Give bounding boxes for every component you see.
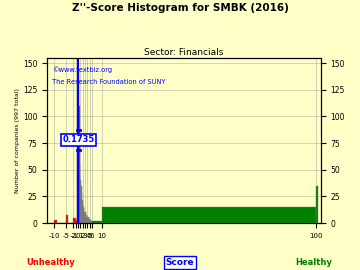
Bar	[91, 221, 92, 223]
Bar	[89, 219, 90, 223]
Text: Healthy: Healthy	[295, 258, 332, 267]
Bar	[54, 220, 57, 223]
Bar	[90, 220, 91, 223]
Bar	[86, 215, 87, 223]
Bar	[82, 200, 83, 223]
Bar	[66, 215, 68, 223]
Text: 0.1735: 0.1735	[62, 136, 95, 144]
Bar	[85, 212, 86, 223]
Bar	[92, 221, 102, 223]
Text: Score: Score	[166, 258, 194, 267]
Bar	[80, 180, 81, 223]
Bar	[316, 186, 318, 223]
Text: The Research Foundation of SUNY: The Research Foundation of SUNY	[53, 79, 166, 85]
Bar	[83, 207, 84, 223]
Text: ©www.textbiz.org: ©www.textbiz.org	[53, 66, 113, 73]
Bar	[79, 106, 80, 223]
Bar	[102, 207, 316, 223]
Bar	[87, 217, 89, 223]
Title: Sector: Financials: Sector: Financials	[144, 48, 224, 57]
Bar	[78, 69, 79, 223]
Bar	[81, 193, 82, 223]
Bar	[84, 208, 85, 223]
Bar	[76, 220, 78, 223]
Y-axis label: Number of companies (997 total): Number of companies (997 total)	[15, 88, 20, 193]
Text: Z''-Score Histogram for SMBK (2016): Z''-Score Histogram for SMBK (2016)	[72, 3, 288, 13]
Bar	[73, 218, 76, 223]
Text: Unhealthy: Unhealthy	[26, 258, 75, 267]
